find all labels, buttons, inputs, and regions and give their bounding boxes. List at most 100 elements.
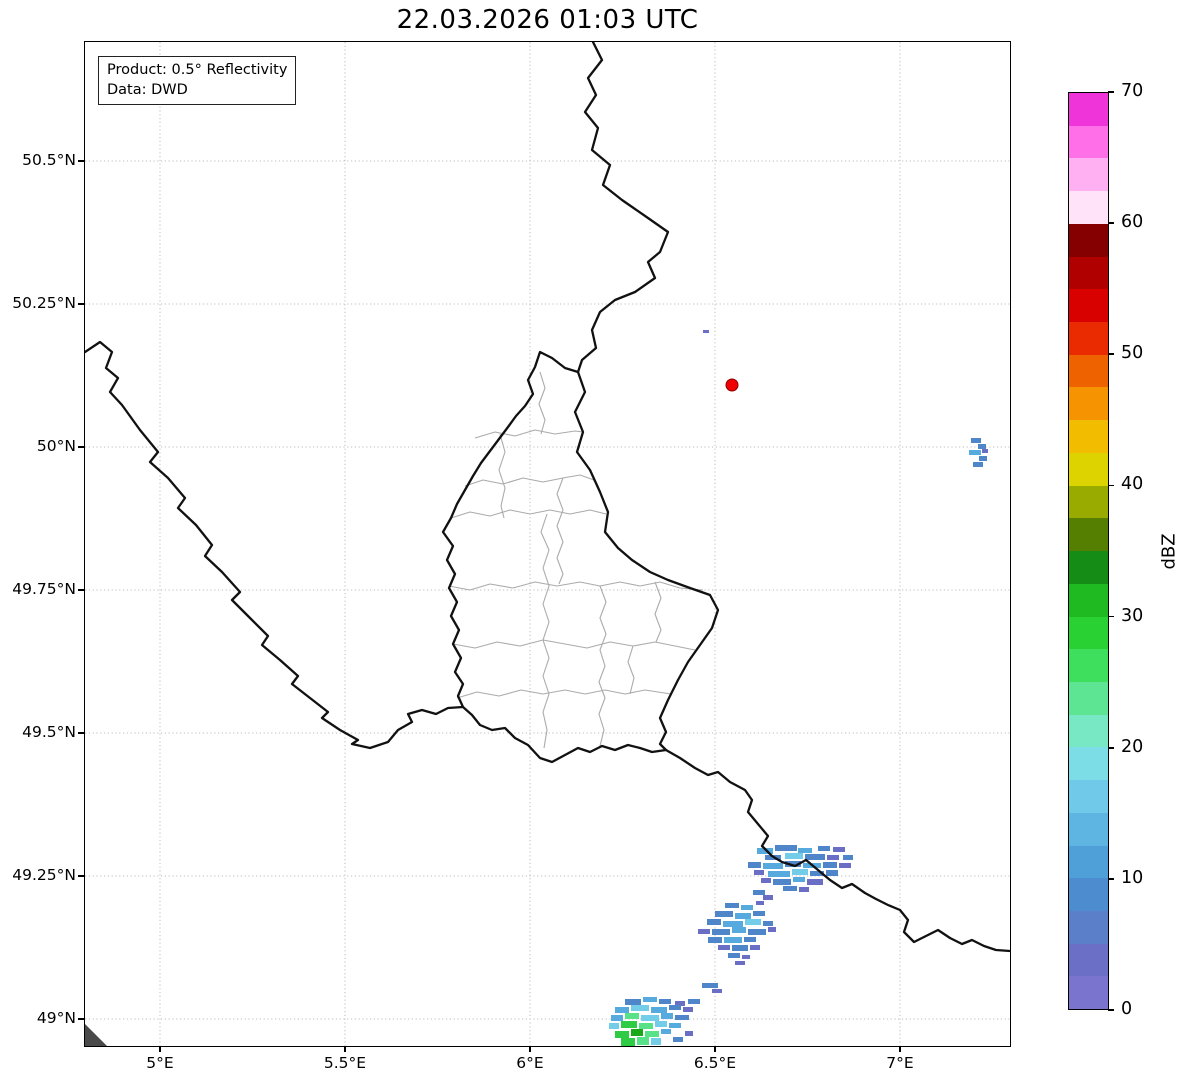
radar-echo bbox=[792, 869, 808, 875]
radar-echo bbox=[639, 1023, 653, 1029]
radar-echo bbox=[742, 955, 750, 959]
radar-echo bbox=[631, 1005, 649, 1011]
colorbar-gradient bbox=[1069, 93, 1108, 1010]
radar-echo bbox=[673, 1037, 683, 1042]
y-axis-tick-label: 49.5°N bbox=[22, 723, 76, 741]
y-axis-tick-label: 49°N bbox=[36, 1009, 76, 1027]
colorbar-segment bbox=[1069, 583, 1108, 617]
colorbar-segment bbox=[1069, 551, 1108, 584]
colorbar-tick-mark bbox=[1108, 615, 1114, 618]
colorbar-segment bbox=[1069, 616, 1108, 650]
radar-echo bbox=[773, 879, 791, 885]
colorbar-segment bbox=[1069, 780, 1108, 813]
radar-echo bbox=[839, 863, 851, 868]
colorbar-tick-mark bbox=[1108, 222, 1114, 224]
radar-echo bbox=[783, 886, 797, 891]
regional-border bbox=[498, 433, 506, 519]
colorbar-segment bbox=[1069, 289, 1108, 323]
colorbar bbox=[1068, 92, 1109, 1010]
radar-echo bbox=[744, 937, 756, 942]
y-axis-tick-label: 49.25°N bbox=[12, 866, 76, 884]
radar-echo bbox=[753, 890, 765, 895]
y-axis-tick-label: 50°N bbox=[36, 437, 76, 455]
radar-echo bbox=[754, 870, 764, 875]
colorbar-tick-label: 10 bbox=[1121, 867, 1144, 888]
colorbar-segment bbox=[1069, 681, 1108, 715]
radar-echo bbox=[621, 1038, 635, 1046]
radar-echo bbox=[753, 911, 765, 916]
colorbar-segment bbox=[1069, 845, 1108, 879]
radar-echo bbox=[675, 1001, 685, 1006]
colorbar-segment bbox=[1069, 910, 1108, 944]
colorbar-tick-label: 0 bbox=[1121, 999, 1133, 1019]
radar-echo bbox=[785, 853, 803, 859]
radar-echo bbox=[725, 903, 739, 908]
radar-echo bbox=[661, 1013, 673, 1019]
radar-echo bbox=[631, 1029, 643, 1036]
y-axis-tick-label: 49.75°N bbox=[12, 580, 76, 598]
radar-site-marker bbox=[725, 378, 739, 392]
radar-echo bbox=[827, 855, 839, 860]
colorbar-tick-label: 60 bbox=[1121, 212, 1144, 233]
plot-title: 22.03.2026 01:03 UTC bbox=[396, 5, 699, 35]
radar-echo bbox=[621, 1021, 637, 1028]
y-axis-tick-label: 50.5°N bbox=[22, 151, 76, 169]
colorbar-segment bbox=[1069, 485, 1108, 519]
radar-echo bbox=[655, 1021, 667, 1027]
product-annotation-box: Product: 0.5° Reflectivity Data: DWD bbox=[98, 56, 297, 105]
colorbar-segment bbox=[1069, 714, 1108, 748]
radar-echo bbox=[651, 1038, 661, 1045]
annotation-product-line: Product: 0.5° Reflectivity bbox=[107, 62, 288, 78]
colorbar-segment bbox=[1069, 878, 1108, 911]
radar-echo bbox=[785, 861, 801, 867]
colorbar-segment bbox=[1069, 387, 1108, 421]
radar-echo bbox=[979, 456, 987, 461]
radar-echo bbox=[703, 330, 709, 333]
colorbar-segment bbox=[1069, 452, 1108, 486]
radar-echo bbox=[748, 929, 766, 935]
x-axis-tick-label: 5°E bbox=[146, 1054, 174, 1072]
radar-echo bbox=[625, 1013, 639, 1019]
radar-echo bbox=[643, 997, 657, 1002]
radar-echo bbox=[688, 999, 700, 1004]
radar-echo bbox=[833, 847, 845, 852]
radar-echo bbox=[735, 961, 745, 965]
regional-border bbox=[456, 689, 672, 699]
y-axis-tick-mark bbox=[78, 446, 84, 448]
regional-border bbox=[448, 581, 704, 591]
map-plot-area: Product: 0.5° Reflectivity Data: DWD bbox=[84, 41, 1011, 1047]
radar-echo bbox=[768, 871, 790, 877]
radar-echo bbox=[712, 989, 722, 993]
radar-echo bbox=[698, 929, 710, 934]
colorbar-segment bbox=[1069, 125, 1108, 159]
colorbar-segment bbox=[1069, 158, 1108, 192]
colorbar-segment bbox=[1069, 420, 1108, 453]
colorbar-segment bbox=[1069, 93, 1108, 126]
colorbar-segment bbox=[1069, 812, 1108, 846]
colorbar-segment bbox=[1069, 322, 1108, 355]
radar-echo bbox=[735, 913, 751, 919]
radar-echo bbox=[745, 919, 761, 925]
radar-echo bbox=[728, 953, 740, 958]
y-axis-tick-mark bbox=[78, 732, 84, 734]
radar-echo bbox=[661, 1029, 671, 1034]
radar-echo bbox=[757, 848, 773, 854]
x-axis-tick-label: 7°E bbox=[886, 1054, 914, 1072]
radar-echo bbox=[683, 1007, 693, 1012]
radar-echo bbox=[707, 919, 721, 925]
colorbar-segment bbox=[1069, 518, 1108, 552]
regional-border bbox=[450, 509, 607, 519]
radar-echo bbox=[669, 1005, 681, 1010]
colorbar-tick-mark bbox=[1108, 353, 1114, 356]
y-axis-tick-mark bbox=[78, 303, 84, 305]
y-axis-tick-label: 50.25°N bbox=[12, 294, 76, 312]
radar-echo bbox=[978, 444, 986, 449]
y-axis-tick-mark bbox=[78, 1018, 84, 1020]
radar-echo bbox=[669, 1023, 681, 1028]
colorbar-tick-label: 20 bbox=[1121, 736, 1144, 757]
radar-echo bbox=[971, 438, 981, 443]
regional-border bbox=[464, 474, 595, 487]
radar-echo bbox=[702, 983, 718, 988]
radar-echo bbox=[651, 1007, 667, 1013]
radar-echo bbox=[625, 999, 641, 1005]
